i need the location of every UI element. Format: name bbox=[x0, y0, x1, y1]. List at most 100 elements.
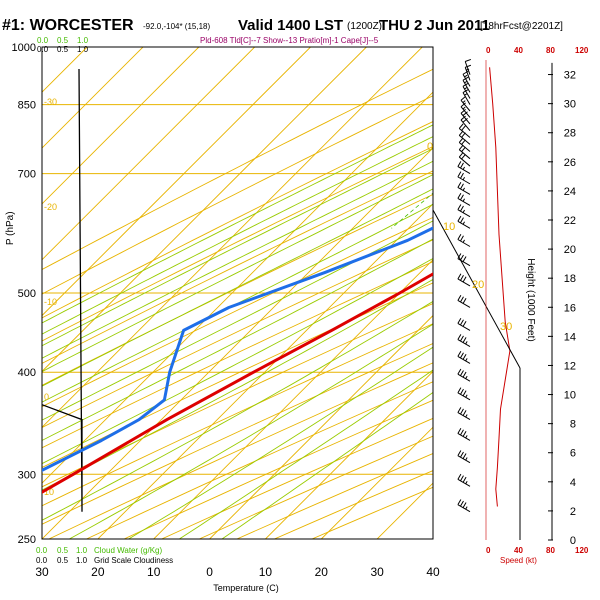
forecast-label: [18hrFcst@2201Z] bbox=[480, 21, 563, 32]
bot-speed-label-1: 40 bbox=[514, 546, 523, 555]
isotherm--50 bbox=[42, 47, 423, 428]
isotherm--60 bbox=[42, 47, 367, 373]
bot-speed-label-2: 80 bbox=[546, 546, 555, 555]
temperature-line bbox=[42, 272, 433, 494]
mixing-ratio-label-6: 20 bbox=[394, 541, 404, 551]
isotherm--30 bbox=[42, 147, 433, 539]
moist-adiabat-28 bbox=[69, 323, 433, 539]
pressure-tick-250: 250 bbox=[18, 534, 36, 546]
temperature-tick-3: 0 bbox=[206, 565, 213, 579]
wind-barb-0 bbox=[457, 499, 471, 513]
moist-adiabat--20 bbox=[42, 124, 433, 324]
moist-adiabat--16 bbox=[42, 136, 433, 335]
temperature-tick-6: 30 bbox=[370, 565, 384, 579]
date-label: THU 2 Jun 2011 bbox=[379, 17, 490, 34]
wind-barb-2 bbox=[457, 450, 471, 464]
bot-grid-label-0: 0.0 bbox=[36, 556, 48, 565]
wind-barb-7 bbox=[457, 350, 471, 364]
plot-frame bbox=[41, 46, 434, 540]
bottom-scales: 0.0 0.5 1.0 Cloud Water (g/Kg) 0.0 0.5 1… bbox=[36, 546, 589, 565]
wind-barb-13 bbox=[457, 234, 471, 247]
bot-cloud-label-2: 1.0 bbox=[76, 546, 88, 555]
height-tick-22: 22 bbox=[564, 215, 576, 227]
top-cloud-label-1: 0.5 bbox=[57, 36, 69, 45]
height-tick-26: 26 bbox=[564, 157, 576, 169]
valid-time: Valid 1400 LST bbox=[238, 17, 343, 34]
mixing-ratio-label-1: 3 bbox=[209, 541, 214, 551]
height-tick-10: 10 bbox=[564, 390, 576, 402]
wind-barb-28 bbox=[460, 96, 471, 112]
moist-adiabat-32 bbox=[128, 346, 433, 539]
dry-adiabat-100 bbox=[86, 381, 433, 539]
pressure-tick-700: 700 bbox=[18, 169, 36, 181]
dry-adiabat--10 bbox=[42, 146, 433, 342]
moist-adiabat-36 bbox=[179, 369, 433, 539]
dry-adiabat-70 bbox=[42, 323, 433, 507]
wind-barbs bbox=[457, 58, 472, 513]
speed-curve bbox=[489, 67, 511, 507]
top-grid-label-2: 1.0 bbox=[77, 45, 89, 54]
dry-adiabat--30 bbox=[42, 95, 433, 295]
isotherm-label-2: -10 bbox=[44, 297, 57, 307]
top-speed-label-2: 80 bbox=[546, 46, 555, 55]
wind-barb-12 bbox=[457, 253, 471, 267]
wind-barb-20 bbox=[458, 152, 471, 167]
height-tick-24: 24 bbox=[564, 186, 576, 198]
bot-grid-label-2: 1.0 bbox=[76, 556, 88, 565]
isotherm-0 bbox=[209, 314, 433, 539]
dry-adiabat-10 bbox=[42, 193, 433, 386]
dry-adiabat-20 bbox=[42, 216, 433, 408]
moist-adiabat--8 bbox=[42, 160, 433, 359]
moist-adiabat-4 bbox=[42, 203, 433, 403]
mixing-ratio-10 bbox=[555, 47, 600, 228]
dry-adiabat-50 bbox=[42, 282, 433, 469]
height-tick-0: 0 bbox=[570, 535, 576, 547]
wind-barb-18 bbox=[457, 171, 471, 185]
dry-adiabat-40 bbox=[42, 261, 433, 449]
isotherm-label-0: -30 bbox=[44, 97, 57, 107]
wind-barb-34 bbox=[464, 58, 472, 75]
wind-barb-3 bbox=[457, 428, 471, 441]
isotherm-label-4: 10 bbox=[44, 487, 54, 497]
moist-adiabat-20 bbox=[42, 278, 433, 491]
dry-adiabat-60 bbox=[42, 303, 433, 488]
moist-adiabat-40 bbox=[221, 391, 433, 539]
wind-barb-21 bbox=[458, 144, 471, 160]
wind-barb-8 bbox=[457, 334, 471, 347]
isotherm-label-3: 0 bbox=[44, 392, 49, 402]
moist-label-3: 30 bbox=[500, 321, 512, 333]
bot-speed-title: Speed (kt) bbox=[500, 556, 537, 565]
bot-speed-label-3: 120 bbox=[575, 546, 589, 555]
wind-barb-25 bbox=[460, 115, 471, 131]
temperature-ticks: 30 20 10 0 10 20 30 40 bbox=[35, 565, 440, 579]
top-grid-label-0: 0.0 bbox=[37, 45, 49, 54]
isotherm-40 bbox=[432, 538, 433, 539]
height-tick-14: 14 bbox=[564, 331, 576, 343]
mixing-ratio-label-0: 2 bbox=[182, 541, 187, 551]
temperature-tick-1: 20 bbox=[91, 565, 105, 579]
wind-barb-19 bbox=[457, 161, 471, 175]
height-tick-28: 28 bbox=[564, 128, 576, 140]
moist-adiabat-8 bbox=[42, 220, 433, 421]
height-axis-title: Height (1000 Feet) bbox=[525, 258, 536, 341]
wind-barb-5 bbox=[457, 387, 471, 401]
moist-adiabat-12 bbox=[42, 238, 433, 441]
bot-cloud-label-0: 0.0 bbox=[36, 546, 48, 555]
moist-adiabat-16 bbox=[42, 258, 433, 465]
height-tick-18: 18 bbox=[564, 273, 576, 285]
height-tick-12: 12 bbox=[564, 360, 576, 372]
wind-barb-24 bbox=[458, 123, 471, 138]
x-axis-title: Temperature (C) bbox=[213, 583, 279, 593]
bot-cloud-label-1: 0.5 bbox=[57, 546, 69, 555]
temperature-tick-7: 40 bbox=[426, 565, 440, 579]
height-tick-6: 6 bbox=[570, 448, 576, 460]
top-cloud-label-2: 1.0 bbox=[77, 36, 89, 45]
isotherm-50 bbox=[489, 47, 600, 539]
wind-barb-10 bbox=[457, 295, 471, 308]
wind-barb-4 bbox=[457, 407, 471, 421]
height-tick-32: 32 bbox=[564, 70, 576, 82]
grid-cloudiness-path bbox=[41, 68, 83, 512]
top-cloud-label-0: 0.0 bbox=[37, 36, 49, 45]
pressure-tick-1000: 1000 bbox=[12, 42, 36, 54]
